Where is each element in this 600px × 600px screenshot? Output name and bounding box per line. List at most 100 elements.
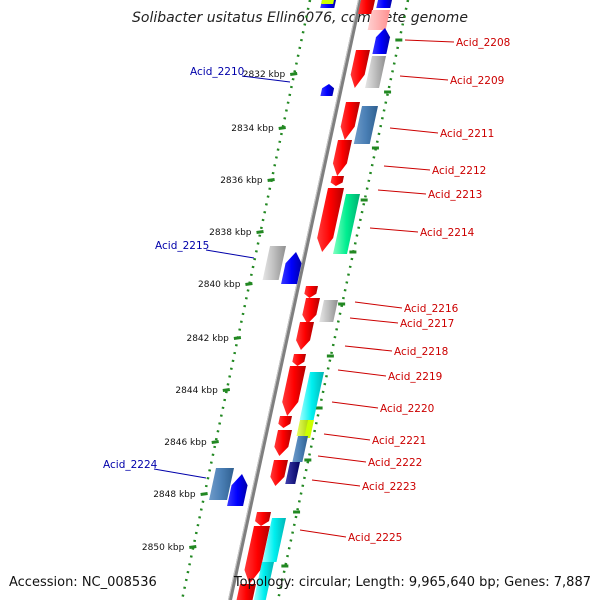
tick-label: 2844 kbp — [175, 386, 218, 396]
gene-feature — [253, 562, 274, 600]
gene-feature — [255, 512, 271, 526]
tick-mark — [256, 230, 264, 234]
gene-label-forward: Acid_2212 — [432, 165, 486, 177]
genome-backbone — [228, 0, 362, 600]
gene-feature — [365, 56, 386, 88]
topology-label: Topology: circular; Length: 9,965,640 bp… — [233, 575, 591, 590]
tick-mark — [267, 178, 275, 182]
gene-feature — [299, 372, 324, 420]
gene-label-reverse: Acid_2210 — [190, 66, 244, 78]
gene-feature — [320, 84, 335, 96]
label-leader — [354, 301, 403, 309]
tick-label: 2834 kbp — [231, 124, 274, 134]
gene-label-forward: Acid_2223 — [362, 481, 416, 493]
gene-feature — [372, 28, 391, 54]
tick-label: 2836 kbp — [220, 176, 263, 186]
kbp-ticks: 2832 kbp 2834 kbp 2836 kbp 2838 kbp 2840 kbp… — [142, 38, 403, 568]
tick-label: 2838 kbp — [209, 228, 252, 238]
tick-label: 2848 kbp — [153, 490, 196, 500]
gene-label-forward: Acid_2213 — [428, 189, 482, 201]
gene-label-reverse: Acid_2224 — [103, 459, 158, 471]
tick-label: 2840 kbp — [198, 280, 241, 290]
gene-label-forward: Acid_2217 — [400, 318, 454, 330]
gene-feature — [227, 474, 248, 506]
gene-feature — [281, 252, 302, 284]
gene-feature — [353, 106, 378, 144]
gene-labels: Acid_2208 Acid_2209 Acid_2211 Acid_2212 Acid… — [103, 37, 510, 544]
gene-label-forward: Acid_2209 — [450, 75, 504, 87]
label-leader — [389, 127, 439, 134]
backbone-highlight — [228, 0, 359, 600]
label-leader — [399, 75, 449, 81]
tick-mark — [233, 336, 242, 340]
gene-feature — [236, 584, 256, 600]
tick-label: 2842 kbp — [186, 334, 229, 344]
gene-feature — [333, 194, 360, 254]
label-leader — [323, 433, 371, 441]
label-leader — [317, 455, 367, 463]
label-leader — [331, 401, 379, 409]
tick-mark — [211, 440, 219, 444]
gene-feature — [302, 298, 320, 324]
tick-mark — [189, 545, 197, 549]
tick-mark — [278, 126, 286, 130]
gene-feature — [262, 246, 286, 280]
label-leader — [299, 529, 347, 538]
gene-label-forward: Acid_2216 — [404, 303, 459, 315]
gene-feature — [332, 140, 352, 176]
gene-label-forward: Acid_2221 — [372, 435, 426, 447]
tick-label: 2832 kbp — [243, 70, 286, 80]
gene-feature — [209, 468, 234, 500]
gene-feature — [319, 300, 338, 322]
label-leader — [311, 479, 361, 487]
gene-feature — [296, 322, 314, 350]
gene-label-forward: Acid_2214 — [420, 227, 475, 239]
tick-mark — [200, 492, 208, 496]
gene-label-forward: Acid_2220 — [380, 403, 434, 415]
label-leader — [377, 189, 427, 195]
tick-mark — [222, 388, 231, 392]
label-leader — [153, 468, 207, 479]
gene-label-forward: Acid_2222 — [368, 457, 422, 469]
tick-label: 2850 kbp — [142, 543, 185, 553]
gene-feature — [274, 430, 292, 456]
gene-feature — [321, 0, 334, 4]
gene-feature — [304, 286, 318, 298]
label-leader — [337, 369, 387, 377]
gene-feature — [304, 420, 314, 438]
gene-feature — [292, 354, 306, 366]
gene-feature — [282, 366, 306, 416]
label-leader — [369, 227, 419, 233]
tick-mark — [290, 72, 298, 76]
tick-label: 2846 kbp — [164, 438, 207, 448]
gene-feature — [367, 10, 390, 30]
tick-track — [180, 0, 312, 600]
gene-feature — [376, 0, 392, 8]
gene-label-forward: Acid_2211 — [440, 128, 494, 140]
label-leader — [349, 317, 399, 324]
tick-mark — [245, 282, 253, 286]
label-leader — [404, 39, 455, 43]
label-leader — [344, 345, 393, 352]
label-leader — [205, 249, 255, 259]
gene-feature — [270, 460, 288, 486]
gene-feature — [244, 526, 270, 584]
gene-label-forward: Acid_2225 — [348, 532, 402, 544]
gene-feature — [278, 416, 292, 428]
gene-feature — [330, 176, 344, 186]
gene-label-reverse: Acid_2215 — [155, 240, 209, 252]
gene-feature — [292, 436, 308, 462]
gene-feature — [340, 102, 360, 140]
gene-label-forward: Acid_2219 — [388, 371, 442, 383]
gene-feature — [285, 462, 300, 484]
gene-feature — [350, 50, 370, 88]
gene-feature — [317, 188, 344, 252]
accession-label: Accession: NC_008536 — [9, 575, 157, 590]
label-leader — [241, 75, 291, 83]
gene-features — [209, 0, 392, 600]
inner-track — [276, 0, 410, 600]
gene-feature — [357, 0, 375, 14]
gene-label-forward: Acid_2208 — [456, 37, 510, 49]
gene-label-forward: Acid_2218 — [394, 346, 448, 358]
label-leader — [383, 165, 431, 171]
